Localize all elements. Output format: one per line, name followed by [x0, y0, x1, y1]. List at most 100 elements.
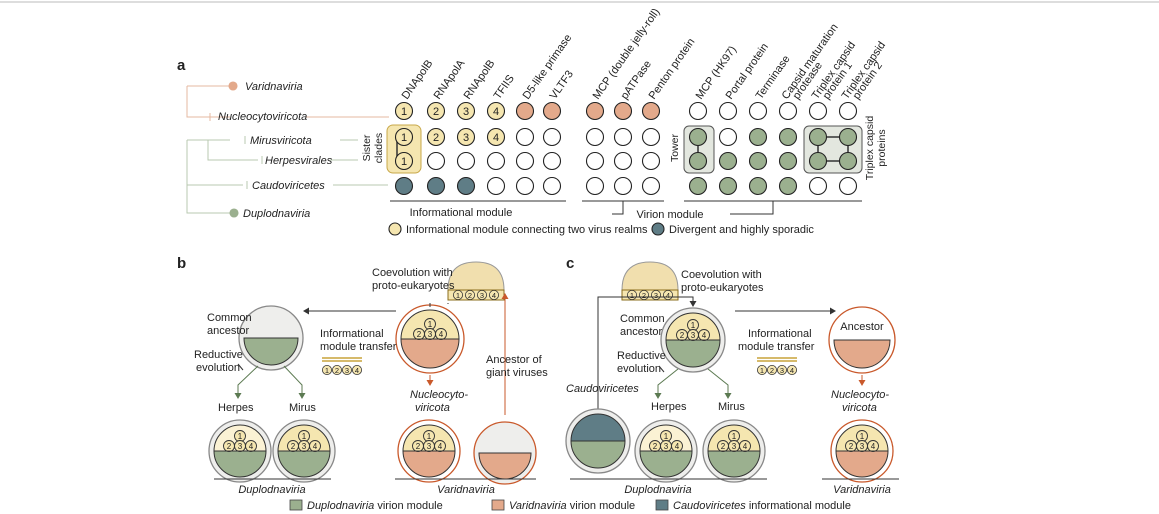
cell-0-5: [542, 101, 562, 121]
col-header-4: D5-like primase: [521, 32, 575, 101]
c-caudo-link: [597, 296, 694, 410]
c-nucleo-1: Nucleocyto-: [831, 389, 889, 401]
cell-1-12: [778, 127, 798, 147]
b-branch-herpes: [237, 365, 259, 395]
cell-0-13: [808, 101, 828, 121]
c-realm-left: Duplodnaviria: [624, 484, 691, 496]
legend-a-blue-swatch: [651, 222, 665, 236]
num: 2: [680, 331, 685, 340]
num: 2: [721, 442, 726, 451]
cell-1-1: [426, 127, 446, 147]
num: 3: [732, 442, 737, 451]
informational-module-label: Informational module: [410, 207, 513, 219]
cell-3-8: [641, 176, 661, 196]
b-giant-head: [501, 293, 509, 299]
tree-node-varidnaviria: [228, 81, 238, 91]
c-herpes-label: Herpes: [651, 401, 687, 413]
col-header-3: TFIIS: [492, 73, 517, 102]
num: 1: [630, 291, 634, 300]
b-common-ancestor-virion: [243, 337, 299, 366]
cell-3-2: [456, 176, 476, 196]
legend-a-cream-swatch: [388, 222, 402, 236]
panel-b-label: b: [177, 255, 186, 272]
num: 2: [653, 442, 658, 451]
cell-1-14: [838, 127, 858, 147]
cell-1-3: [486, 127, 506, 147]
tree-label-herpesvirales: Herpesvirales: [265, 155, 333, 167]
cell-3-11: [748, 176, 768, 196]
b-dome: [447, 261, 505, 291]
c-dome: [621, 261, 679, 291]
cell-1-0: [394, 127, 414, 147]
c-realm-right: Varidnaviria: [833, 484, 891, 496]
number-label: 1: [401, 156, 407, 168]
c-nucleo-virion: [835, 450, 889, 478]
cell-0-2: [456, 101, 476, 121]
b-coevolution-2: proto-eukaryotes: [372, 280, 455, 292]
sister-clades-label-1: Sister: [361, 134, 373, 161]
bottom-legend-swatch-1: [491, 499, 505, 511]
cell-0-12: [778, 101, 798, 121]
cell-3-1: [426, 176, 446, 196]
b-branch-mirus-head: [298, 393, 306, 399]
c-coevolution-1: Coevolution with: [681, 269, 762, 281]
b-transfer-bar-num-2: [331, 364, 342, 375]
num: 1: [860, 432, 865, 441]
c-caudo-virion: [570, 440, 626, 469]
c-caudo-label: Caudoviricetes: [566, 383, 639, 395]
cell-2-3: [486, 151, 506, 171]
num: 3: [664, 442, 669, 451]
b-nucleo-2: viricota: [415, 402, 450, 414]
cell-0-3: [486, 101, 506, 121]
c-ancestor-virion: [833, 339, 891, 369]
b-transfer-2: module transfer: [320, 341, 397, 353]
cell-1-9: [688, 127, 708, 147]
num: 4: [438, 442, 443, 451]
cell-3-4: [515, 176, 535, 196]
c-branch-herpes-head: [654, 393, 662, 399]
cell-3-0: [394, 176, 414, 196]
num: 2: [642, 291, 646, 300]
cell-2-5: [542, 151, 562, 171]
cell-3-5: [542, 176, 562, 196]
num: 3: [654, 291, 658, 300]
num: 4: [743, 442, 748, 451]
cell-0-7: [613, 101, 633, 121]
tree-label-varidnaviria: Varidnaviria: [245, 81, 303, 93]
c-reductive-1: Reductive: [617, 350, 666, 362]
num: 4: [439, 330, 444, 339]
bottom-legend-text-2: Caudoviricetes informational module: [673, 500, 851, 512]
b-herpes-label: Herpes: [218, 402, 254, 414]
virion-module-label: Virion module: [636, 209, 703, 221]
b-branch-mirus: [283, 365, 303, 395]
c-common-ancestor-virion: [665, 339, 721, 368]
cell-2-13: [808, 151, 828, 171]
c-transfer-bar-num-3: [777, 364, 788, 375]
c-transfer-head: [830, 307, 836, 315]
c-ancestor-label: Ancestor: [840, 321, 884, 333]
b-dome-bar-num-2: [464, 289, 475, 300]
c-common-ancestor-2: ancestor: [620, 326, 663, 338]
c-mirus-label: Mirus: [718, 401, 745, 413]
c-transfer-1: Informational: [748, 328, 812, 340]
cell-1-4: [515, 127, 535, 147]
cell-2-6: [585, 151, 605, 171]
b-transfer-1: Informational: [320, 328, 384, 340]
b-dome-bar-num-3: [476, 289, 487, 300]
c-transfer-bar-num-2: [767, 364, 778, 375]
b-reductive-2: evolution: [196, 362, 240, 374]
cell-0-10: [718, 101, 738, 121]
num: 3: [480, 291, 484, 300]
panel-a-label: a: [177, 57, 186, 74]
cell-3-10: [718, 176, 738, 196]
col-header-5: VLTF3: [548, 68, 576, 101]
tree-branch-herpes: [207, 140, 258, 161]
tree-branch-duplo: [186, 140, 230, 214]
c-branch-mirus-head: [724, 393, 732, 399]
number-label: 4: [493, 132, 499, 144]
cell-0-4: [515, 101, 535, 121]
num: 4: [313, 442, 318, 451]
number-label: 4: [493, 106, 499, 118]
panel-c-label: c: [566, 255, 574, 272]
cell-2-8: [641, 151, 661, 171]
